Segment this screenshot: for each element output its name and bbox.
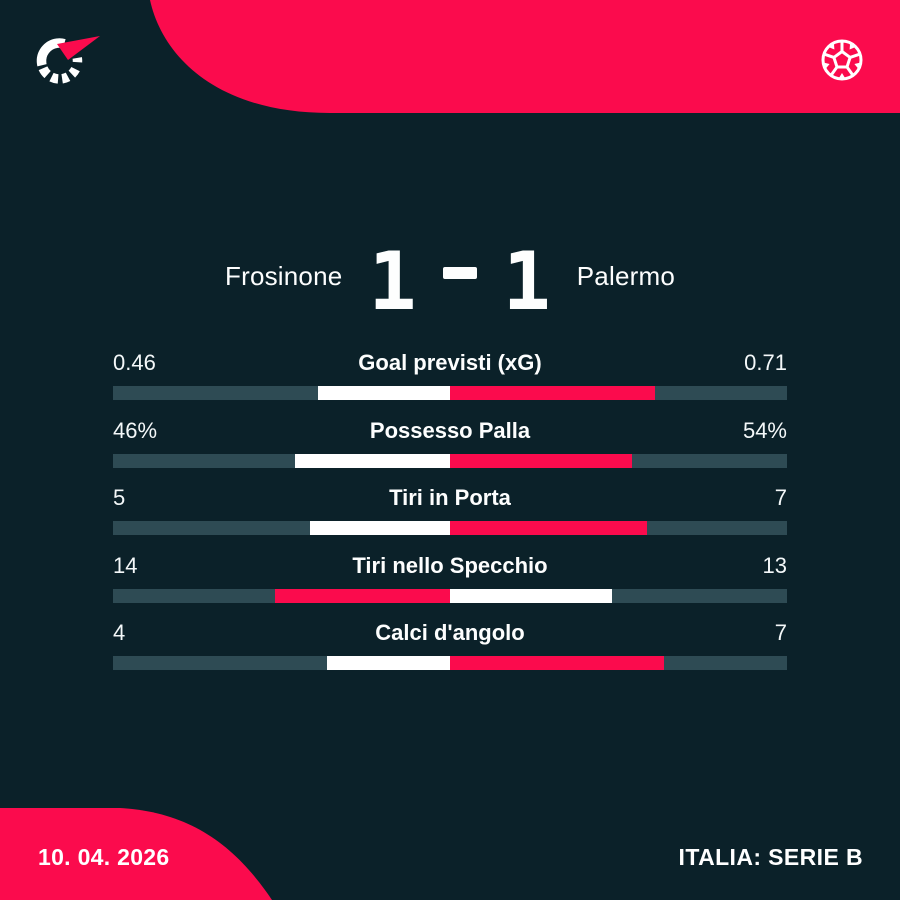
competition-name: ITALIA: SERIE B [678,844,863,870]
stat-label: Tiri in Porta [389,485,511,510]
home-stat-value: 5 [113,485,126,510]
stat-row-corners: 4 Calci d'angolo 7 [0,614,900,682]
stat-row-shots-on-target: 5 Tiri in Porta 7 [0,479,900,547]
home-stat-value: 4 [113,620,126,645]
away-bar-segment [450,656,665,670]
stat-label: Possesso Palla [369,417,531,443]
football-ball-icon [821,39,863,81]
stats-list: 0.46 Goal previsti (xG) 0.71 46% Possess… [0,344,900,682]
away-stat-value: 7 [774,620,787,645]
away-bar-segment [450,453,632,468]
stat-label: Calci d'angolo [375,620,525,645]
scoreboard: Frosinone 1 1 Palermo [0,242,900,322]
stat-label: Tiri nello Specchio [352,552,548,578]
stat-bar [113,588,787,603]
home-stat-value: 0.46 [113,350,156,375]
flashscore-logo-icon [36,36,100,84]
stat-row-possession: 46% Possesso Palla 54% [0,412,900,480]
home-bar-segment [317,386,450,400]
home-stat-value: 14 [113,552,138,578]
home-bar-segment [275,588,450,603]
stat-row-xg: 0.46 Goal previsti (xG) 0.71 [0,344,900,412]
away-bar-segment [450,386,655,400]
away-stat-value: 54% [742,417,787,443]
score-separator [442,267,477,279]
home-score: 1 [368,235,417,328]
home-bar-segment [327,656,450,670]
away-score: 1 [502,235,551,328]
away-stat-value: 0.71 [744,350,787,375]
away-bar-segment [450,588,613,603]
stat-bar [113,453,787,468]
stat-bar [113,656,787,670]
away-team-name: Palermo [576,260,675,291]
away-bar-segment [450,521,647,535]
stat-bar [113,386,787,400]
footer-red-wave [0,808,272,900]
header-red-wave [150,0,900,113]
home-team-name: Frosinone [225,260,343,291]
home-bar-segment [309,521,450,535]
home-bar-segment [294,453,450,468]
home-stat-value: 46% [113,417,158,443]
match-date: 10. 04. 2026 [38,844,170,870]
stat-row-total-shots: 14 Tiri nello Specchio 13 [0,547,900,615]
stat-bar [113,521,787,535]
away-stat-value: 13 [762,552,787,578]
stat-label: Goal previsti (xG) [358,350,542,375]
away-stat-value: 7 [774,485,787,510]
